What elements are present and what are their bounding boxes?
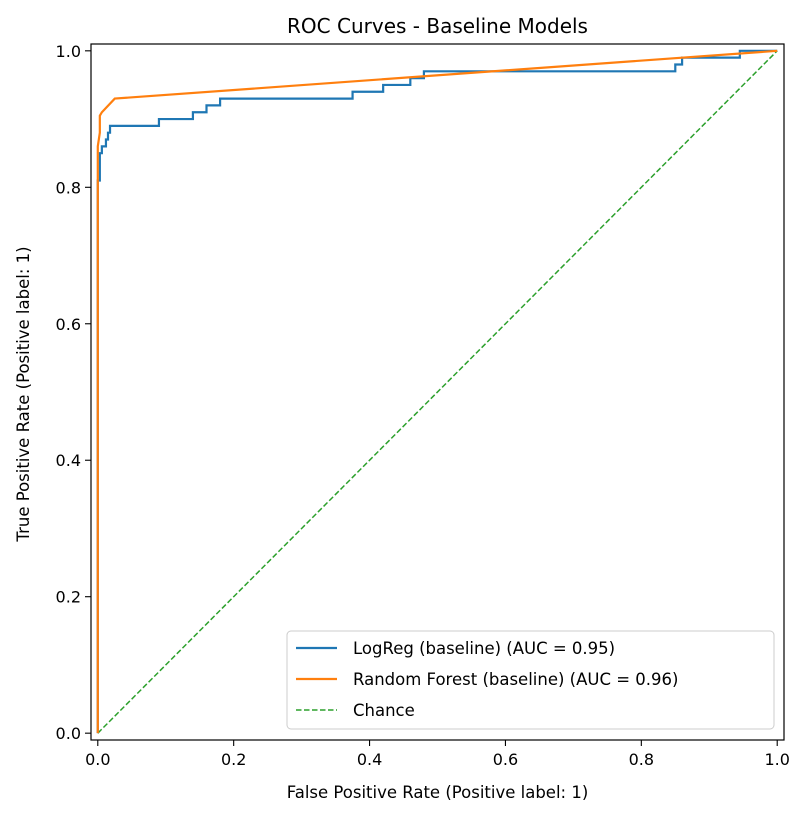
plot-area: [96, 49, 778, 734]
y-tick-label: 1.0: [56, 42, 81, 61]
x-tick-label: 0.0: [85, 750, 110, 769]
series-line-2: [97, 50, 778, 734]
legend-label-2: Chance: [353, 701, 415, 720]
y-tick-label: 0.2: [56, 588, 81, 607]
legend-label-1: Random Forest (baseline) (AUC = 0.96): [353, 670, 678, 689]
x-tick-label: 0.2: [221, 750, 246, 769]
x-tick-label: 0.4: [357, 750, 382, 769]
y-tick-label: 0.8: [56, 178, 81, 197]
y-tick-label: 0.0: [56, 724, 81, 743]
chart-title: ROC Curves - Baseline Models: [287, 14, 588, 38]
y-tick-label: 0.4: [56, 451, 81, 470]
legend-box: [286, 630, 775, 730]
x-axis-label: False Positive Rate (Positive label: 1): [287, 783, 589, 802]
axes-frame: [90, 43, 785, 741]
y-tick-label: 0.6: [56, 315, 81, 334]
x-axis: 0.0 0.2 0.4 0.6 0.8 1.0: [85, 740, 790, 769]
y-axis-label: True Positive Rate (Positive label: 1): [14, 246, 33, 542]
y-axis: 0.0 0.2 0.4 0.6 0.8 1.0: [56, 42, 91, 743]
legend-label-0: LogReg (baseline) (AUC = 0.95): [353, 639, 615, 658]
series-line-0: [96, 49, 778, 734]
x-tick-label: 1.0: [764, 750, 789, 769]
series-line-1: [96, 49, 778, 734]
x-tick-label: 0.6: [493, 750, 518, 769]
x-tick-label: 0.8: [629, 750, 654, 769]
legend: LogReg (baseline) (AUC = 0.95) Random For…: [286, 630, 775, 730]
